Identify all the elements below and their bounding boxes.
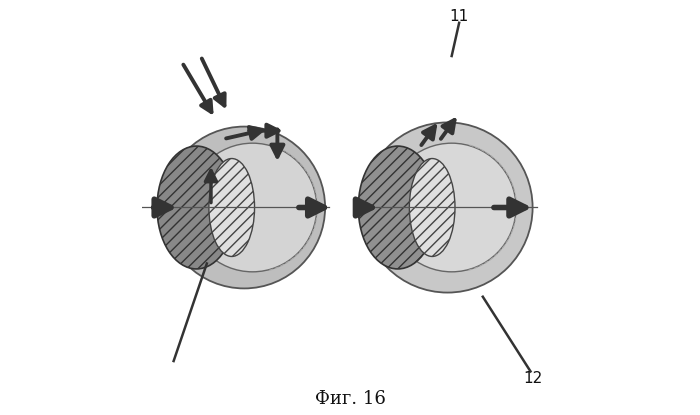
Circle shape [387, 143, 516, 272]
Text: 11: 11 [449, 9, 469, 24]
Ellipse shape [410, 159, 455, 256]
Circle shape [163, 127, 325, 288]
Circle shape [363, 122, 533, 293]
Ellipse shape [209, 159, 255, 256]
Text: 12: 12 [524, 371, 543, 386]
Ellipse shape [157, 146, 236, 269]
Text: Фиг. 16: Фиг. 16 [314, 390, 386, 408]
Circle shape [188, 143, 317, 272]
Ellipse shape [358, 146, 437, 269]
